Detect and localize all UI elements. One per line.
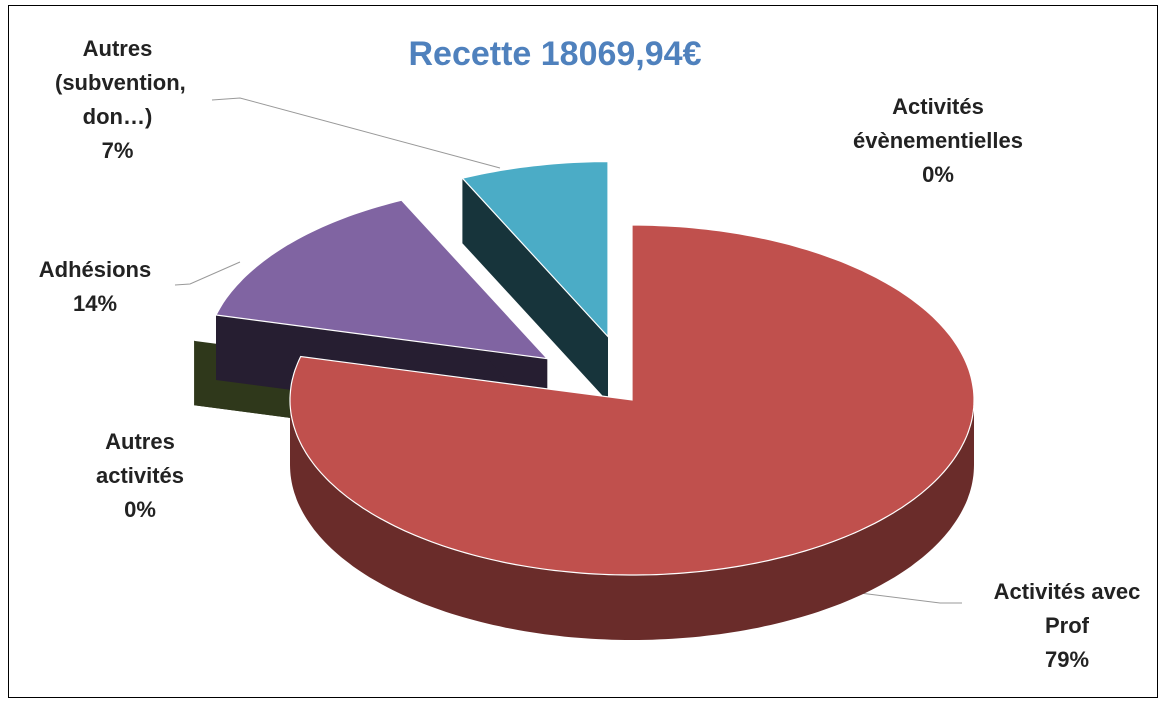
slice-label: Autres (subvention, don…) 7% [55, 32, 186, 168]
slice-value-label: 14% [72, 291, 118, 316]
slice-category-label: Adhésions [38, 257, 152, 282]
chart-title: Recette 18069,94€ [408, 35, 702, 73]
slice-side [290, 400, 974, 640]
slice-value-label: 0% [922, 162, 954, 187]
slice [461, 161, 609, 339]
slice-value-label: 0% [124, 497, 156, 522]
slice-category-label: Activités évènementielles [853, 94, 1023, 153]
slice-label: Activités évènementielles 0% [838, 90, 1038, 192]
slice-label: Autres activités 0% [85, 425, 195, 527]
slice-category-label: Activités avec Prof [993, 579, 1141, 638]
slice-category-label: Autres (subvention, don…) [55, 36, 186, 129]
slice-label: Adhésions 14% [20, 253, 170, 321]
chart-frame [8, 5, 1158, 698]
slice [289, 224, 975, 576]
slice-cut-face [462, 178, 608, 402]
leader-line [211, 97, 501, 169]
slice-value-label: 7% [101, 138, 134, 163]
slice-value-label: 79% [1044, 647, 1090, 672]
leader-line [174, 261, 241, 286]
slice-category-label: Autres activités [95, 429, 185, 488]
slice [215, 199, 549, 360]
slice-label: Activités avec Prof 79% [972, 575, 1162, 677]
